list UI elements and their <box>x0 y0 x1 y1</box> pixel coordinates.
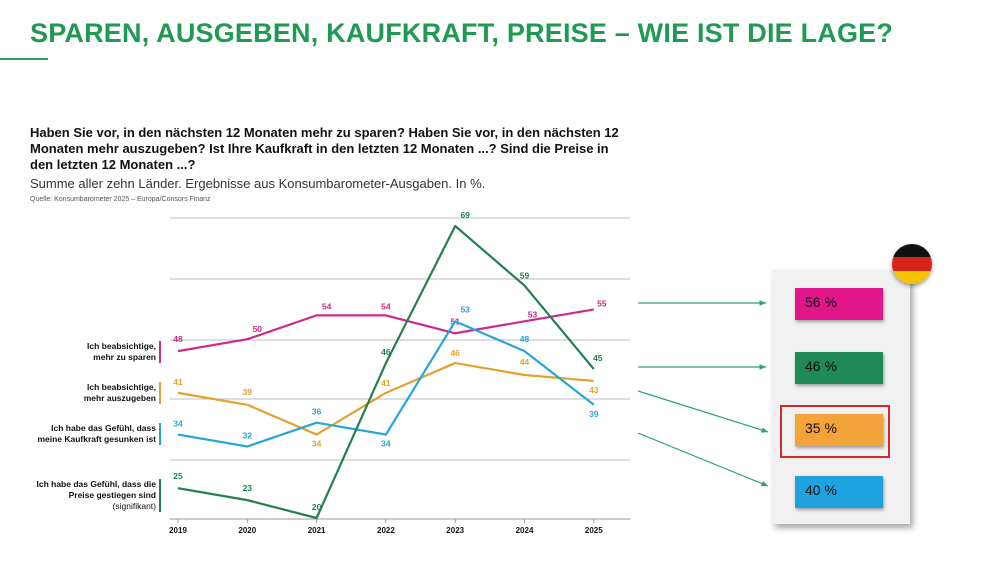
series-line <box>177 224 595 520</box>
x-tick-label: 2022 <box>377 526 395 535</box>
arrowhead <box>761 427 768 433</box>
data-label: 25 <box>173 471 183 481</box>
chart-source: Quelle: Konsumbarometer 2025 – Europa/Co… <box>30 196 211 203</box>
x-tick-label: 2019 <box>169 526 187 535</box>
data-label: 53 <box>528 309 538 319</box>
data-label: 50 <box>253 324 263 334</box>
row-marker-kaufkraft <box>159 423 161 445</box>
data-label: 55 <box>597 298 607 308</box>
row-label-line: mehr zu sparen <box>93 352 156 362</box>
row-label-line: Ich habe das Gefühl, dass <box>51 423 156 433</box>
row-label-preise: Ich habe das Gefühl, dass die Preise ges… <box>36 479 156 512</box>
title-underline <box>0 58 48 60</box>
row-label-line: meine Kaufkraft gesunken ist <box>37 434 156 444</box>
connector-arrow <box>637 390 769 433</box>
data-label: 23 <box>243 483 253 493</box>
data-label: 46 <box>450 348 460 358</box>
data-label: 59 <box>520 271 530 281</box>
x-tick-label: 2025 <box>585 526 603 535</box>
row-label-kaufkraft: Ich habe das Gefühl, dass meine Kaufkraf… <box>37 423 156 445</box>
germany-value-kaufkraft: 40 % <box>795 476 883 508</box>
arrowhead <box>761 481 768 487</box>
germany-value-ausgeben: 35 % <box>795 414 883 446</box>
arrowhead <box>759 300 766 306</box>
slide-title: SPAREN, AUSGEBEN, KAUFKRAFT, PREISE – WI… <box>30 18 894 48</box>
data-label: 43 <box>589 385 599 395</box>
data-label: 41 <box>173 377 183 387</box>
germany-flag-icon <box>892 244 932 284</box>
germany-value-sparen: 56 % <box>795 288 883 320</box>
data-label: 34 <box>173 419 183 429</box>
data-label: 32 <box>243 430 253 440</box>
x-tick-label: 2023 <box>446 526 464 535</box>
row-label-sparen: Ich beabsichtige, mehr zu sparen <box>87 341 156 363</box>
chart-subtitle: Summe aller zehn Länder. Ergebnisse aus … <box>30 176 486 191</box>
row-marker-preise <box>159 479 161 512</box>
germany-value-preise: 46 % <box>795 352 883 384</box>
x-tick-label: 2021 <box>308 526 326 535</box>
data-label: 48 <box>520 334 530 344</box>
row-label-line: Ich beabsichtige, <box>87 382 156 392</box>
row-label-line: Ich habe das Gefühl, dass die <box>36 479 156 489</box>
chart-title: Haben Sie vor, in den nächsten 12 Monate… <box>30 125 619 172</box>
data-label: 69 <box>460 210 470 220</box>
row-label-line: (signifikant) <box>112 501 156 511</box>
x-tick-label: 2024 <box>516 526 534 535</box>
arrowhead <box>759 364 766 370</box>
series-line <box>177 361 594 436</box>
row-label-line: Ich beabsichtige, <box>87 341 156 351</box>
row-label-line: Preise gestiegen sind <box>68 490 156 500</box>
data-label: 34 <box>381 439 391 449</box>
row-label-ausgeben: Ich beabsichtige, mehr auszugeben <box>84 382 156 404</box>
data-label: 39 <box>589 409 599 419</box>
data-label: 34 <box>312 439 322 449</box>
data-label: 54 <box>322 301 332 311</box>
row-marker-sparen <box>159 341 161 363</box>
data-label: 39 <box>243 387 253 397</box>
row-label-line: mehr auszugeben <box>83 393 156 403</box>
highlight-frame <box>780 405 890 458</box>
data-label: 44 <box>520 357 530 367</box>
series-line <box>177 308 594 353</box>
data-label: 41 <box>381 378 391 388</box>
data-label: 46 <box>381 347 391 357</box>
data-label: 45 <box>593 353 603 363</box>
data-label: 36 <box>312 407 322 417</box>
data-label: 53 <box>460 304 470 314</box>
connector-arrow <box>637 432 769 487</box>
series-line <box>177 320 595 448</box>
data-label: 20 <box>312 502 322 512</box>
data-label: 54 <box>381 301 391 311</box>
x-tick-label: 2020 <box>238 526 256 535</box>
row-marker-ausgeben <box>159 382 161 404</box>
data-label: 48 <box>173 334 183 344</box>
